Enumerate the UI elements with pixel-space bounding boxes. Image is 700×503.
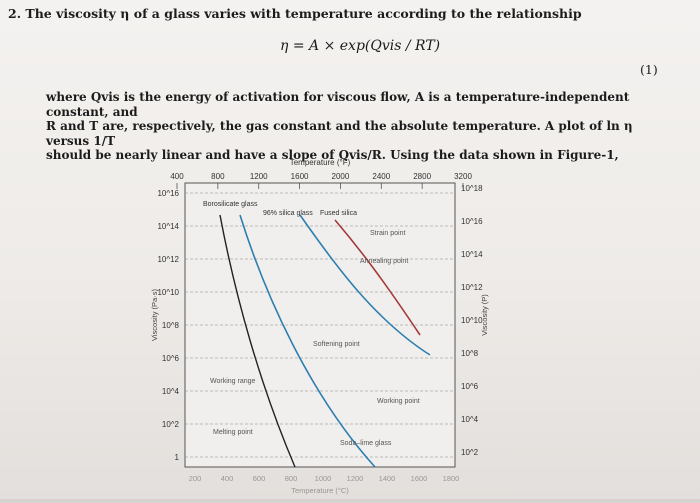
right-tick-label: 10^10 (461, 316, 483, 325)
bottom-tick-label: 200 (189, 474, 202, 483)
soda-lime-curve (219, 214, 296, 468)
viscosity-figure: 10^16 10^18 10^14 10^16 10^12 10^14 10^10 10^12… (145, 145, 495, 499)
series-label: Borosilicate glass (203, 201, 258, 208)
right-tick-label: 10^6 (461, 382, 479, 391)
series-label: Soda–lime glass (340, 440, 392, 447)
annotation-label: Strain point (370, 230, 405, 237)
top-tick-label: 2000 (332, 172, 350, 181)
bottom-tick-label: 1800 (443, 474, 460, 483)
left-tick-label: 10^2 (162, 420, 180, 429)
bottom-tick-label: 400 (221, 474, 234, 483)
left-axis-label: Viscosity (Pa·s) (150, 289, 159, 341)
top-axis-label: Temperature (°F) (290, 158, 351, 167)
bottom-tick-label: 1600 (411, 474, 428, 483)
left-tick-label: 10^14 (157, 222, 179, 231)
left-tick-label: 10^12 (157, 255, 179, 264)
annotation-label: Melting point (213, 429, 253, 436)
bottom-tick-label: 800 (285, 474, 298, 483)
bottom-tick-label: 600 (253, 474, 266, 483)
annotation-label: Softening point (313, 341, 360, 348)
series-label: 96% silica glass (263, 210, 313, 217)
silica96-curve (299, 214, 431, 356)
top-tick-label: 400 (170, 172, 184, 181)
top-tick-label: 2400 (372, 172, 390, 181)
paragraph-line: R and T are, respectively, the gas const… (46, 119, 633, 148)
question-heading: 2. The viscosity η of a glass varies wit… (8, 6, 582, 21)
fused-silica-curve (334, 219, 421, 336)
right-tick-label: 10^12 (461, 283, 483, 292)
left-tick-label: 1 (175, 453, 180, 462)
equation: η = A × exp(Qvis / RT) (280, 38, 441, 54)
question-number: 2. (8, 6, 22, 21)
problem-paragraph: where Qvis is the energy of activation f… (46, 90, 646, 163)
right-tick-label: 10^4 (461, 415, 479, 424)
right-tick-label: 10^14 (461, 250, 483, 259)
bottom-tick-label: 1400 (379, 474, 396, 483)
left-tick-label: 10^10 (157, 288, 179, 297)
bottom-tick-label: 1000 (315, 474, 332, 483)
left-tick-label: 10^6 (162, 354, 180, 363)
question-text: The viscosity η of a glass varies with t… (25, 6, 582, 21)
top-tick-label: 2800 (413, 172, 431, 181)
left-tick-label: 10^8 (162, 321, 180, 330)
paragraph-line: where Qvis is the energy of activation f… (46, 90, 630, 119)
right-tick-label: 10^2 (461, 448, 479, 457)
top-tick-label: 3200 (454, 172, 472, 181)
left-tick-label: 10^4 (162, 387, 180, 396)
annotation-label: Working range (210, 378, 256, 385)
right-tick-label: 10^8 (461, 349, 479, 358)
viscosity-chart-svg: 10^16 10^18 10^14 10^16 10^12 10^14 10^10 10^12… (150, 158, 489, 495)
top-tick-label: 800 (211, 172, 225, 181)
top-tick-label: 1200 (250, 172, 268, 181)
right-tick-label: 10^16 (461, 217, 483, 226)
right-tick-label: 10^18 (461, 184, 483, 193)
right-axis-label: Viscosity (P) (480, 294, 489, 336)
series-label: Fused silica (320, 210, 357, 217)
borosilicate-curve (239, 214, 376, 468)
annotation-label: Working point (377, 398, 420, 405)
top-tick-label: 1600 (291, 172, 309, 181)
left-tick-label: 10^16 (157, 189, 179, 198)
bottom-tick-label: 1200 (347, 474, 364, 483)
paragraph-line: should be nearly linear and have a slope… (46, 148, 619, 162)
equation-number: (1) (640, 62, 658, 77)
bottom-axis-label: Temperature (°C) (291, 486, 349, 495)
annotation-label: Annealing point (360, 258, 408, 265)
